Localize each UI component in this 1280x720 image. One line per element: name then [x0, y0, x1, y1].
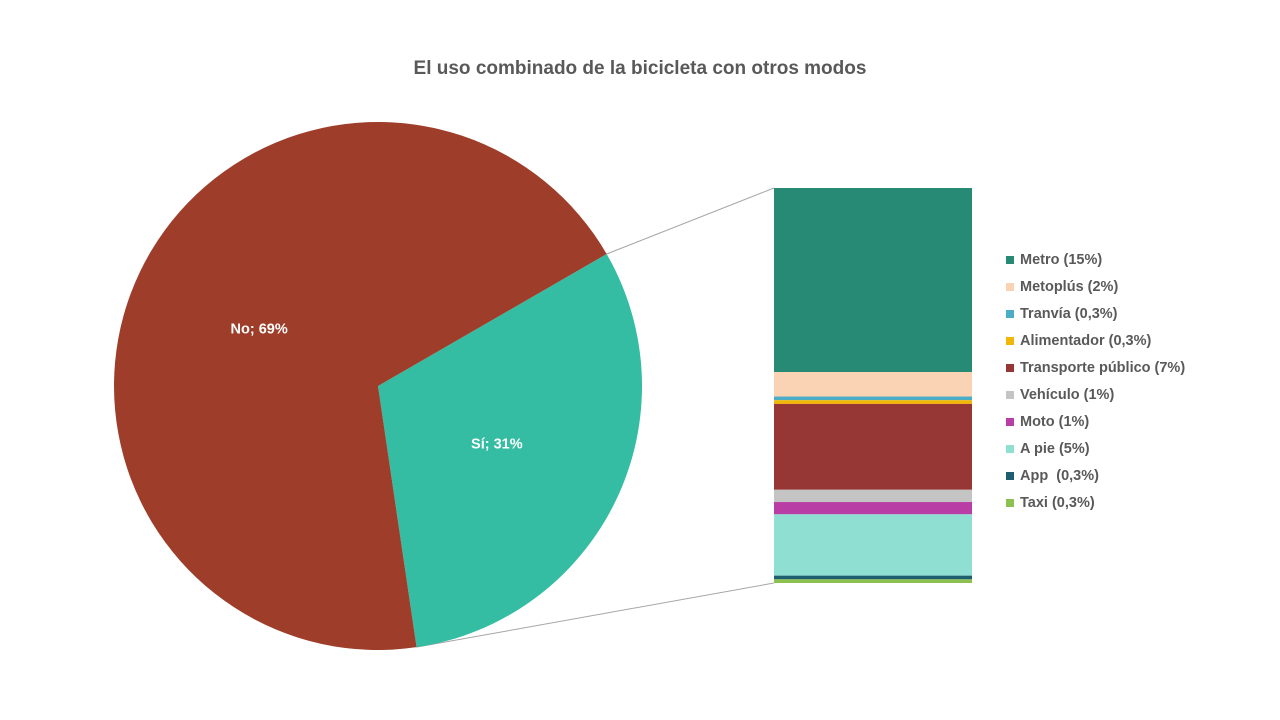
bar-segment — [774, 188, 972, 373]
legend-swatch — [1006, 390, 1014, 399]
connector-line — [416, 582, 775, 648]
bar-segment — [774, 396, 972, 401]
legend-item: A pie (5%) — [1006, 435, 1185, 462]
chart-title: El uso combinado de la bicicleta con otr… — [413, 58, 867, 79]
legend-label: App (0,3%) — [1020, 467, 1099, 484]
connector-line — [606, 187, 775, 255]
legend-swatch — [1006, 336, 1014, 345]
pie-data-labels: Sí; 31% No; 69% — [231, 322, 523, 453]
pie-data-label: No; 69% — [231, 322, 288, 338]
legend-swatch — [1006, 471, 1014, 480]
bar-segment — [774, 514, 972, 576]
legend-item: Vehículo (1%) — [1006, 381, 1185, 408]
bar-segment — [774, 502, 972, 515]
legend-item: Moto (1%) — [1006, 408, 1185, 435]
legend-label: Metoplús (2%) — [1020, 278, 1119, 295]
pie-data-label: Sí; 31% — [471, 436, 523, 452]
legend-item: Tranvía (0,3%) — [1006, 300, 1185, 327]
legend-label: A pie (5%) — [1020, 440, 1090, 457]
legend-item: Transporte público (7%) — [1006, 354, 1185, 381]
bar-segment — [774, 400, 972, 404]
legend-swatch — [1006, 309, 1014, 318]
legend-swatch — [1006, 417, 1014, 426]
legend-swatch — [1006, 282, 1014, 291]
breakdown-connectors — [416, 187, 775, 648]
breakdown-bar — [774, 188, 972, 583]
pie-chart — [113, 122, 642, 651]
legend-label: Vehículo (1%) — [1020, 386, 1115, 403]
bar-segment — [774, 489, 972, 503]
legend: Metro (15%) Metoplús (2%) Tranvía (0,3%) Al… — [1006, 246, 1185, 516]
legend-label: Alimentador (0,3%) — [1020, 332, 1152, 349]
legend-item: Alimentador (0,3%) — [1006, 327, 1185, 354]
bar-segment — [774, 575, 972, 580]
bar-segment — [774, 372, 972, 397]
bar-segment — [774, 403, 972, 490]
legend-item: Metoplús (2%) — [1006, 273, 1185, 300]
legend-item: App (0,3%) — [1006, 462, 1185, 489]
legend-item: Taxi (0,3%) — [1006, 489, 1185, 516]
legend-label: Taxi (0,3%) — [1020, 494, 1095, 511]
bar-segment — [774, 579, 972, 583]
legend-label: Transporte público (7%) — [1020, 359, 1186, 376]
legend-label: Tranvía (0,3%) — [1020, 305, 1118, 322]
legend-label: Metro (15%) — [1020, 251, 1103, 268]
legend-item: Metro (15%) — [1006, 246, 1185, 273]
legend-swatch — [1006, 255, 1014, 264]
legend-swatch — [1006, 363, 1014, 372]
legend-label: Moto (1%) — [1020, 413, 1090, 430]
legend-swatch — [1006, 498, 1014, 507]
pie-slice-s- — [378, 254, 642, 648]
legend-swatch — [1006, 444, 1014, 453]
pie-slice-no — [113, 122, 607, 651]
